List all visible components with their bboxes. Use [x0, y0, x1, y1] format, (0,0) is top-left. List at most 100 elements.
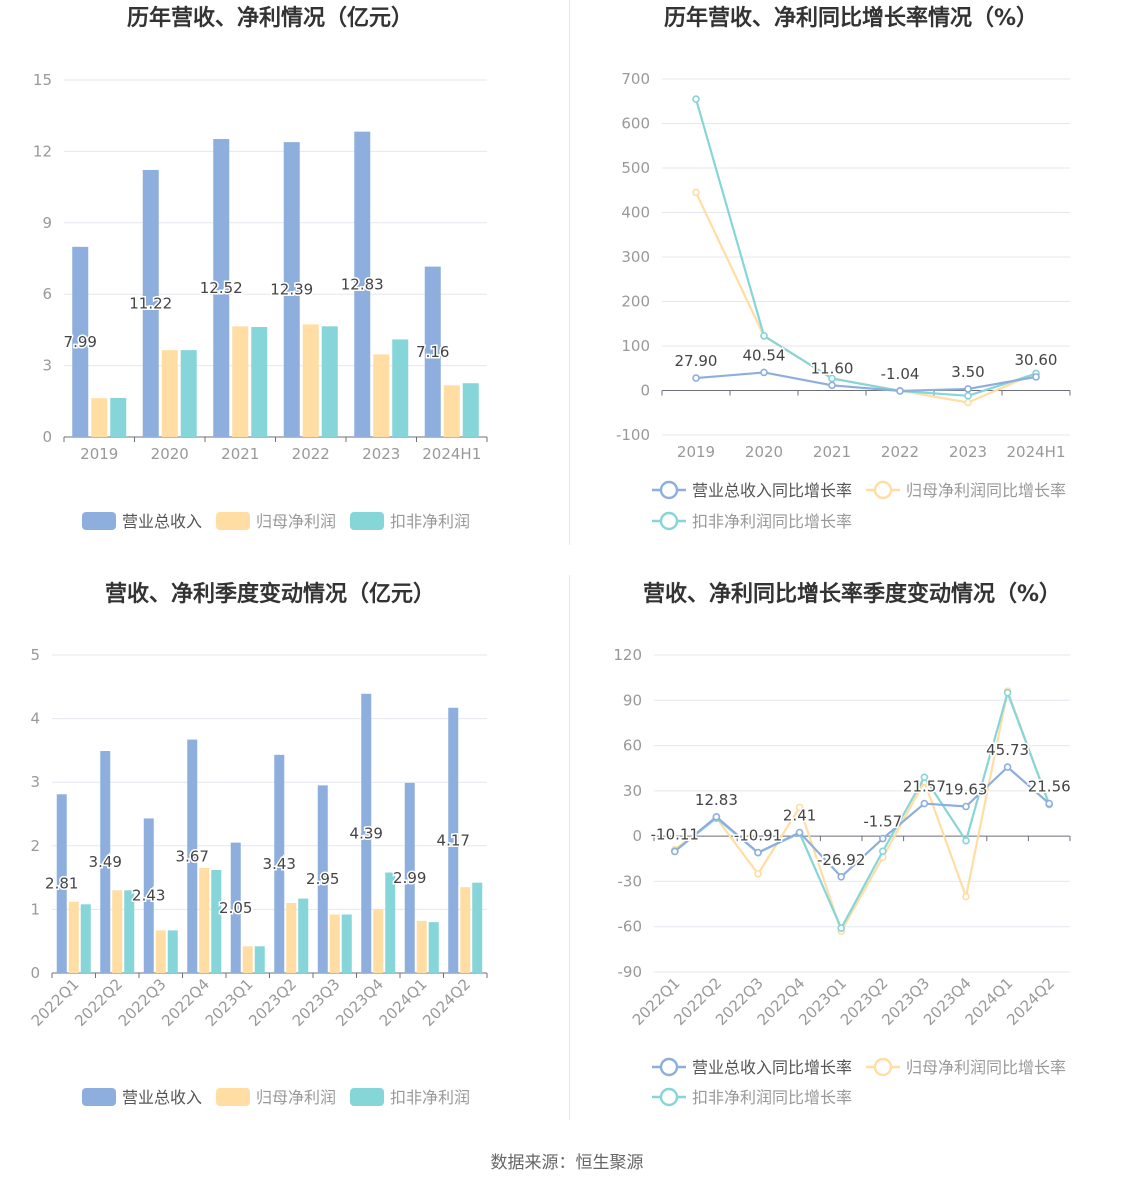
data-point	[1032, 373, 1040, 381]
legend-label: 扣非净利润同比增长率	[692, 1088, 852, 1107]
bar	[68, 901, 79, 973]
x-tick-label: 2024Q2	[419, 975, 474, 1030]
bar	[56, 794, 67, 973]
y-tick-label: 0	[632, 827, 642, 845]
legend-swatch	[350, 1088, 384, 1106]
data-label: 19.63	[945, 781, 988, 799]
x-tick-label: 2023Q1	[202, 975, 257, 1030]
data-point	[964, 398, 972, 407]
bar	[317, 785, 328, 973]
legend-label: 归母净利润同比增长率	[906, 1058, 1066, 1077]
data-label: -1.57	[863, 813, 902, 831]
x-tick-label: 2019	[677, 443, 715, 461]
legend-swatch-marker	[659, 511, 679, 531]
legend-label: 营业总收入	[122, 1088, 202, 1107]
data-point	[837, 872, 846, 881]
bar	[230, 842, 241, 973]
legend-label: 营业总收入	[122, 512, 202, 531]
bar	[472, 882, 483, 973]
chart-svg: 历年营收、净利情况（亿元） 0 3 6 9 12 15 2019 2020 2021 2022 202…	[33, 5, 488, 531]
bar	[329, 914, 340, 973]
legend-label: 归母净利润同比增长率	[906, 481, 1066, 500]
data-point	[896, 387, 904, 395]
legend-item: 营业总收入同比增长率	[652, 1057, 852, 1077]
bar	[286, 903, 297, 973]
y-tick-label: 12	[33, 142, 52, 160]
data-label: 2.95	[306, 870, 339, 888]
bar	[424, 266, 441, 437]
bar	[385, 872, 396, 973]
data-label: 3.43	[263, 855, 296, 873]
y-tick-label: 2	[30, 837, 40, 855]
legend-swatch	[82, 1088, 116, 1106]
series-line	[694, 98, 1037, 397]
data-label: 3.67	[176, 847, 209, 865]
legend-swatch	[350, 512, 384, 530]
data-point	[828, 374, 836, 383]
series-line	[674, 690, 1051, 933]
bar	[283, 142, 300, 438]
legend-label: 扣非净利润	[390, 512, 470, 531]
y-tick-label: -100	[616, 426, 650, 444]
legend-label: 扣非净利润	[390, 1088, 470, 1107]
data-label: 21.56	[1028, 778, 1071, 796]
data-point	[962, 802, 970, 811]
bar	[161, 350, 178, 437]
bar	[143, 818, 154, 973]
y-tick-label: 30	[623, 782, 642, 800]
data-label: -10.11	[651, 825, 699, 843]
y-tick-label: 60	[623, 737, 642, 755]
data-label: 3.49	[89, 853, 122, 871]
data-label: 12.83	[695, 791, 738, 809]
quarterly-revenue-profit-chart: 营收、净利季度变动情况（亿元） 0 1 2 3 4 5 2022Q1 2022Q2 2022Q3 2…	[0, 575, 569, 1135]
bar	[213, 139, 230, 438]
legend-item: 归母净利润同比增长率	[866, 480, 1066, 500]
x-tick-label: 2023	[949, 443, 987, 461]
y-tick-label: 700	[621, 70, 650, 88]
data-point	[962, 836, 970, 845]
x-tick-label: 2021	[813, 443, 851, 461]
bar	[448, 707, 459, 973]
bar	[428, 922, 439, 973]
x-tick-label: 2024H1	[1007, 443, 1066, 461]
bar	[124, 890, 135, 973]
data-label: 12.83	[341, 275, 384, 293]
legend-item: 归母净利润	[216, 512, 336, 531]
data-label: 4.39	[350, 824, 383, 842]
legend-label: 扣非净利润同比增长率	[692, 512, 852, 531]
bar	[251, 327, 268, 437]
legend-item: 营业总收入	[82, 512, 202, 531]
y-tick-label: 0	[30, 964, 40, 982]
data-point	[754, 870, 762, 878]
bar	[110, 397, 127, 437]
y-tick-label: 0	[42, 428, 52, 446]
data-point	[795, 828, 804, 837]
data-label: 11.22	[129, 294, 172, 312]
y-tick-label: -30	[618, 872, 643, 890]
data-label: 2.81	[45, 875, 78, 893]
bar	[112, 890, 123, 973]
y-tick-label: 9	[42, 214, 52, 232]
data-point	[692, 374, 700, 382]
bar	[72, 246, 89, 437]
x-tick-label: 2022Q1	[28, 975, 83, 1030]
y-tick-label: 120	[613, 646, 642, 664]
legend-swatch-marker	[873, 480, 893, 500]
data-point	[962, 892, 970, 901]
bar	[404, 782, 415, 973]
annual-revenue-profit-chart: 历年营收、净利情况（亿元） 0 3 6 9 12 15 2019 2020 2021 2022 202…	[0, 0, 569, 560]
legend-swatch-marker	[873, 1057, 893, 1077]
legend-label: 归母净利润	[256, 512, 336, 531]
legend-swatch	[82, 512, 116, 530]
bar	[373, 354, 390, 437]
data-label: 2.41	[783, 807, 816, 825]
data-point	[920, 773, 929, 782]
chart-title: 历年营收、净利情况（亿元）	[127, 5, 413, 31]
data-point	[1003, 763, 1012, 771]
legend-item: 营业总收入	[82, 1088, 202, 1107]
bar	[302, 324, 319, 437]
bar	[373, 909, 384, 973]
data-point	[920, 799, 929, 808]
data-label: 7.99	[64, 333, 97, 351]
x-tick-label: 2021	[221, 445, 259, 463]
